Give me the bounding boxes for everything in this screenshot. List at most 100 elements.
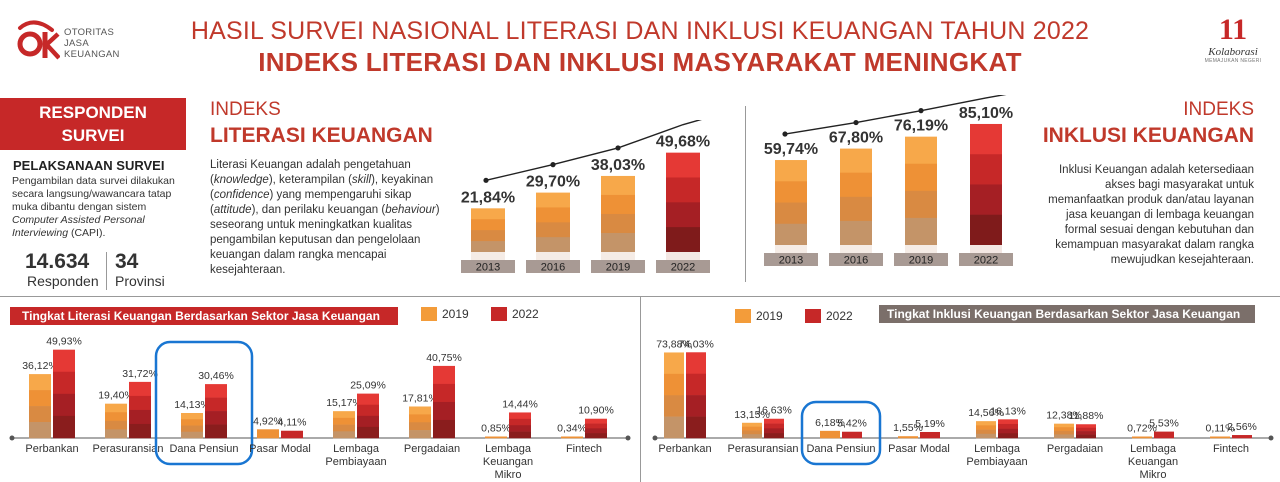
sector-bar-band bbox=[1076, 431, 1096, 435]
sector-value-label: 14,44% bbox=[502, 398, 538, 410]
page-subtitle: INDEKS LITERASI DAN INKLUSI MASYARAKAT M… bbox=[258, 47, 1022, 77]
index-bar-base bbox=[840, 245, 872, 253]
sector-value-label: 15,17% bbox=[326, 397, 362, 409]
legend-2022-swatch-right bbox=[805, 309, 821, 323]
sector-bar-band bbox=[105, 403, 127, 413]
literasi-desc-segment: ), keterampilan ( bbox=[268, 174, 352, 186]
responden-box-line2: SURVEI bbox=[61, 126, 125, 145]
sector-bar-band bbox=[998, 423, 1018, 429]
index-bar-band bbox=[471, 230, 505, 242]
sector-category-label: Fintech bbox=[566, 443, 602, 455]
axis-end-dot bbox=[652, 435, 658, 441]
sector-bar-band bbox=[976, 433, 996, 439]
pelaksanaan-text-1: Pengambilan data survei dilakukan secara… bbox=[12, 175, 175, 213]
value-label: 85,10% bbox=[959, 105, 1013, 122]
trend-point bbox=[782, 131, 788, 137]
sector-value-label: 6,18% bbox=[815, 417, 845, 429]
index-bar-base bbox=[601, 252, 635, 260]
sector-category-label: Keuangan bbox=[1128, 456, 1178, 468]
sector-bar-band bbox=[742, 422, 762, 427]
index-bar-2013 bbox=[775, 160, 807, 246]
index-bar-band bbox=[471, 219, 505, 231]
sector-bar-2022 bbox=[1076, 424, 1096, 439]
axis-end-dot bbox=[9, 435, 15, 441]
chart-literasi-index: 2013 21,84% 2016 29,70% 2019 38,03% 2022 49,68% bbox=[461, 120, 710, 274]
sector-bar-band bbox=[333, 417, 355, 425]
index-bar-base bbox=[775, 245, 807, 253]
sector-bar-2022 bbox=[1154, 431, 1174, 439]
provinsi-count: 34 bbox=[115, 250, 139, 273]
sector-bar-band bbox=[686, 373, 706, 396]
sector-category-label: Lembaga bbox=[485, 443, 532, 455]
sector-bar-2019 bbox=[1210, 436, 1230, 439]
sector-bar-band bbox=[105, 412, 127, 422]
sector-bar-band bbox=[509, 425, 531, 432]
sector-bar-band bbox=[920, 431, 940, 439]
sector-bar-band bbox=[333, 431, 355, 439]
pelaksanaan-heading: PELAKSANAAN SURVEI bbox=[13, 158, 165, 173]
sector-bar-band bbox=[485, 436, 507, 439]
responden-box: RESPONDEN SURVEI bbox=[0, 98, 186, 150]
anniversary-word: Kolaborasi bbox=[1208, 46, 1258, 58]
sector-bar-band bbox=[976, 425, 996, 430]
index-bar-band bbox=[840, 148, 872, 174]
sector-bar-2022 bbox=[842, 431, 862, 439]
index-bar-base bbox=[536, 252, 570, 260]
index-bar-band bbox=[970, 214, 1002, 246]
sector-bar-band bbox=[742, 434, 762, 439]
index-bar-band bbox=[970, 184, 1002, 216]
sector-literasi-title: Tingkat Literasi Keuangan Berdasarkan Se… bbox=[10, 307, 398, 325]
legend-2022-label-left: 2022 bbox=[512, 307, 539, 321]
logo-line-2: JASA bbox=[64, 38, 89, 49]
legend-2019-swatch-left bbox=[421, 307, 437, 321]
sector-bar-2019 bbox=[664, 352, 684, 439]
sector-bar-2022 bbox=[920, 431, 940, 439]
sector-value-label: 4,11% bbox=[278, 417, 307, 429]
year-box bbox=[829, 253, 883, 266]
sector-value-label: 16,63% bbox=[756, 405, 792, 417]
sector-bar-band bbox=[686, 416, 706, 439]
sector-bar-2019 bbox=[485, 436, 507, 439]
sector-bar-2022 bbox=[53, 349, 75, 439]
sector-bar-band bbox=[1076, 434, 1096, 439]
sector-bar-2019 bbox=[29, 374, 51, 439]
sector-bar-2022 bbox=[357, 393, 379, 439]
sector-bar-band bbox=[585, 423, 607, 429]
sector-bar-band bbox=[976, 421, 996, 426]
sector-bar-band bbox=[998, 419, 1018, 425]
year-box bbox=[764, 253, 818, 266]
page-title: HASIL SURVEI NASIONAL LITERASI DAN INKLU… bbox=[190, 17, 1090, 45]
sector-category-label: Pergadaian bbox=[1047, 443, 1103, 455]
responden-divider bbox=[106, 252, 107, 290]
trend-point bbox=[615, 145, 621, 151]
sector-value-label: 0,34% bbox=[557, 423, 587, 435]
sector-bar-band bbox=[205, 384, 227, 398]
sector-category-label: Lembaga bbox=[1130, 443, 1177, 455]
sector-bar-band bbox=[433, 365, 455, 385]
sector-bar-band bbox=[433, 383, 455, 403]
sector-bar-band bbox=[1054, 434, 1074, 439]
sector-value-label: 74,03% bbox=[678, 338, 714, 350]
sector-bar-2019 bbox=[181, 413, 203, 439]
sector-value-label: 5,19% bbox=[915, 418, 945, 430]
sector-bar-2019 bbox=[742, 422, 762, 439]
sector-bar-2022 bbox=[205, 384, 227, 439]
sector-bar-band bbox=[820, 430, 840, 439]
sector-bar-2022 bbox=[281, 430, 303, 439]
sector-bar-band bbox=[686, 352, 706, 375]
year-box bbox=[461, 260, 515, 273]
index-bar-2019 bbox=[601, 175, 635, 253]
inklusi-description: Inklusi Keuangan adalah ketersediaan aks… bbox=[1048, 164, 1254, 266]
year-label: 2016 bbox=[541, 262, 565, 274]
horizontal-divider-right bbox=[640, 296, 1280, 297]
sector-bar-2022 bbox=[686, 352, 706, 439]
sector-category-label: Pembiayaan bbox=[325, 456, 386, 468]
sector-value-label: 73,88% bbox=[656, 338, 692, 350]
sector-value-label: 25,09% bbox=[350, 380, 386, 392]
sector-bar-band bbox=[333, 424, 355, 432]
year-box bbox=[959, 253, 1013, 266]
sector-bar-2022 bbox=[998, 419, 1018, 439]
sector-bar-band bbox=[998, 433, 1018, 439]
legend-2019-swatch-right bbox=[735, 309, 751, 323]
index-bar-band bbox=[601, 232, 635, 253]
